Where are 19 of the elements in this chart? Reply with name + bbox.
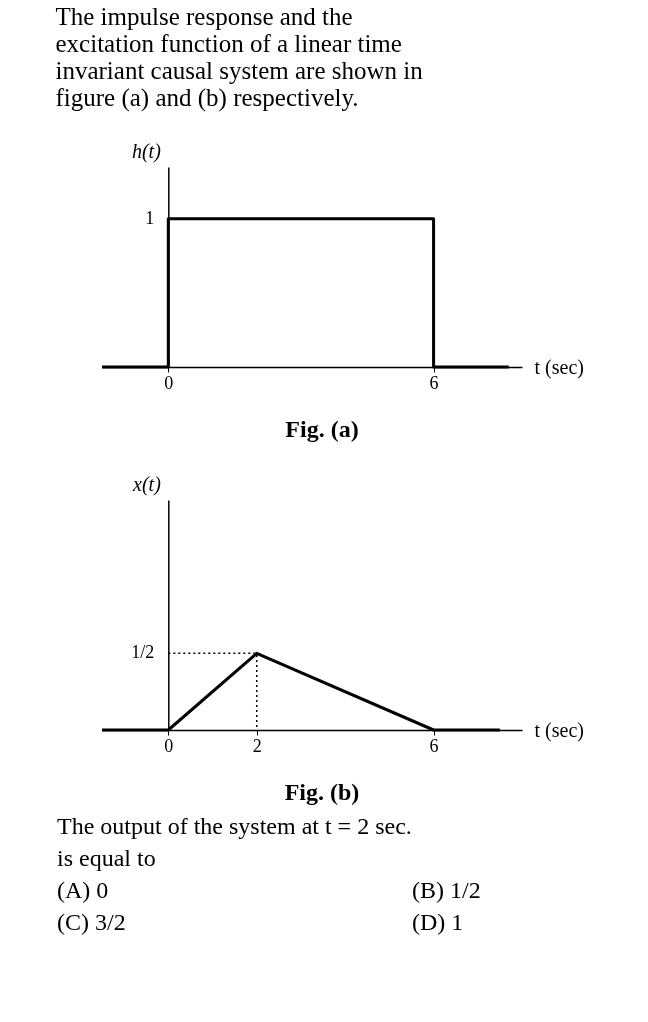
- text: (B) 1/2: [412, 877, 481, 903]
- x-tick-label: 2: [252, 735, 262, 756]
- text: Fig. (a): [285, 416, 359, 442]
- x-tick-label: 0: [164, 735, 174, 756]
- text: (C) 3/2: [57, 909, 126, 935]
- x-axis-title: t (sec): [534, 718, 584, 742]
- x-axis-title: t (sec): [534, 355, 584, 379]
- chart-title: The impulse response and the excitation function of a linear time invariant causal system are shown in figure (a) and (b) respectively.: [55, 3, 424, 112]
- y-axis-title: h(t): [131, 139, 162, 163]
- x-tick-label: 0: [164, 372, 174, 393]
- text: The output of the system at t = 2 sec. is equal to: [57, 813, 412, 871]
- text: Fig. (b): [284, 779, 360, 805]
- annotation: 1/2: [131, 642, 155, 663]
- y-axis-title: x(t): [132, 472, 162, 496]
- x-tick-label: 6: [429, 372, 439, 393]
- text: (D) 1: [412, 909, 464, 935]
- text: (A) 0: [57, 877, 109, 903]
- annotation: 1: [145, 207, 155, 228]
- x-tick-label: 6: [429, 735, 439, 756]
